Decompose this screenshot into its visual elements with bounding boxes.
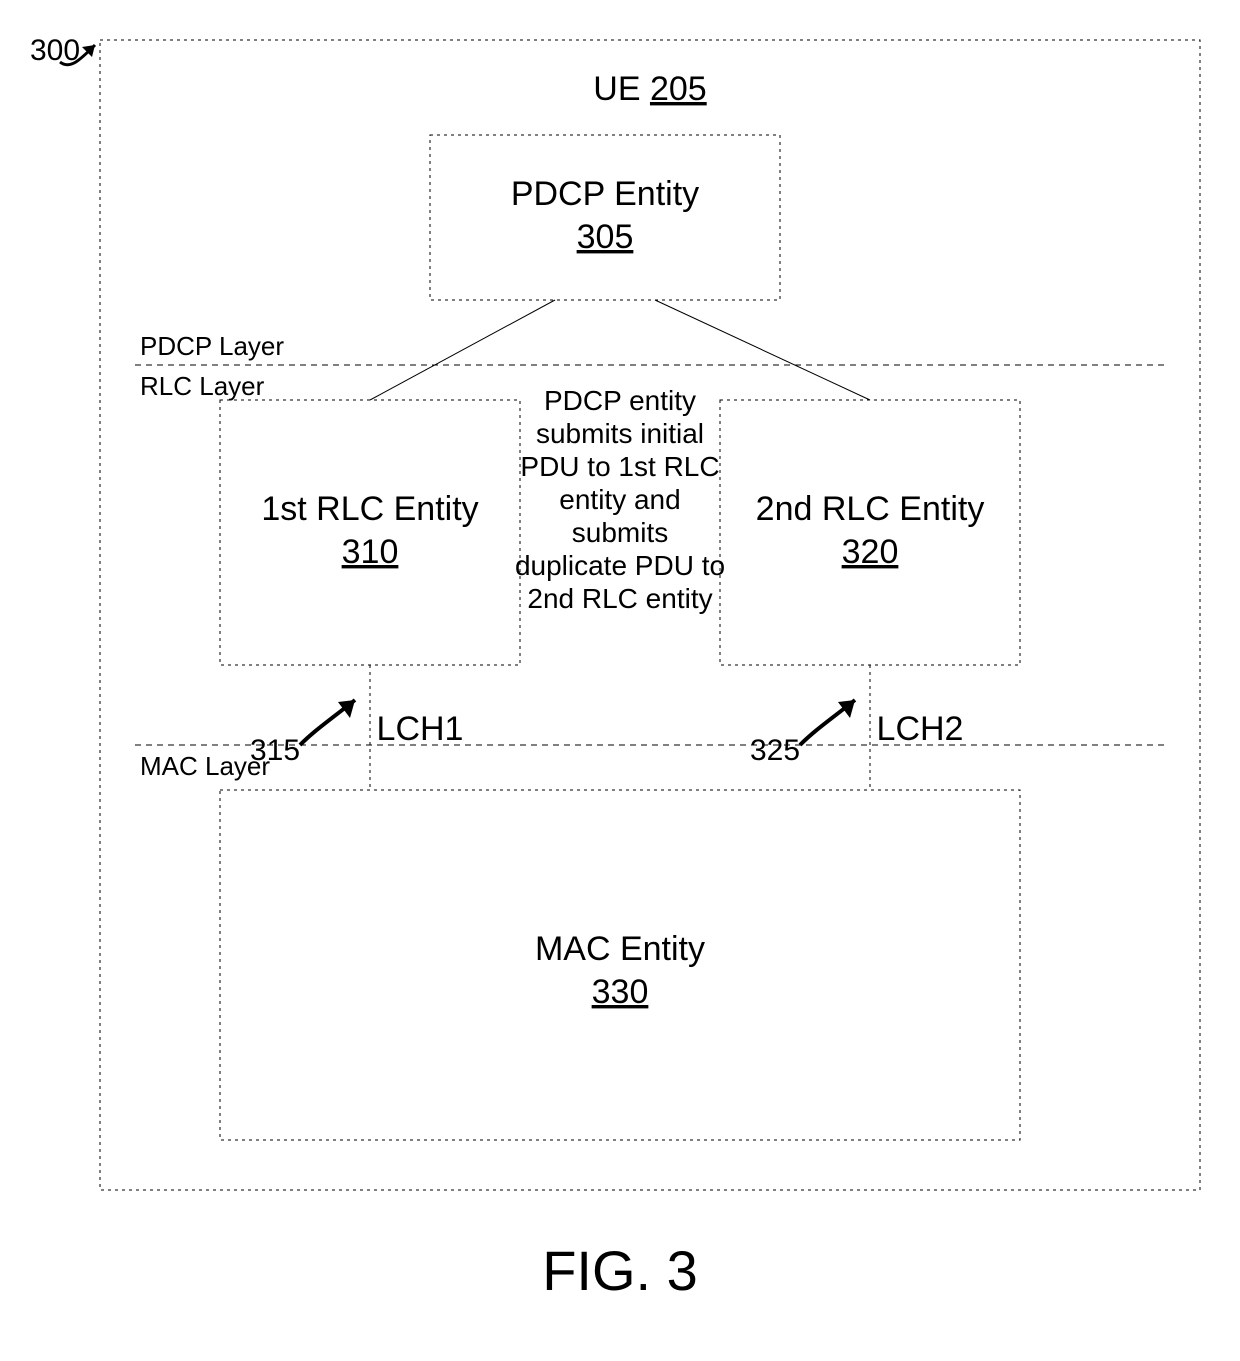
lch2-ref-number: 325 <box>750 734 800 767</box>
mac-entity-ref: 330 <box>592 973 649 1011</box>
mac-entity-label: MAC Entity <box>535 930 705 968</box>
desc-line: submits <box>572 517 668 548</box>
desc-line: entity and <box>559 484 680 515</box>
ue-label-text: UE <box>593 70 640 108</box>
desc-line: PDCP entity <box>544 385 696 416</box>
lch1-ref-number: 315 <box>250 734 300 767</box>
ue-label: UE 205 <box>593 70 706 108</box>
ue-ref: 205 <box>650 70 707 108</box>
desc-line: submits initial <box>536 418 704 449</box>
pdcp-entity-ref: 305 <box>577 218 634 256</box>
conn-pdcp-rlc1 <box>370 300 555 400</box>
lch1-label: LCH1 <box>377 710 464 748</box>
rlc1-entity-label: 1st RLC Entity <box>261 490 478 528</box>
desc-line: PDU to 1st RLC <box>520 451 719 482</box>
desc-line: 2nd RLC entity <box>527 583 712 614</box>
rlc-layer-label: RLC Layer <box>140 371 265 401</box>
lch2-label: LCH2 <box>877 710 964 748</box>
description-text-group: PDCP entity submits initial PDU to 1st R… <box>515 385 725 614</box>
pdcp-layer-label: PDCP Layer <box>140 331 284 361</box>
rlc2-entity-label: 2nd RLC Entity <box>756 490 985 528</box>
rlc2-entity-ref: 320 <box>842 533 899 571</box>
desc-line: duplicate PDU to <box>515 550 725 581</box>
rlc1-entity-ref: 310 <box>342 533 399 571</box>
figure-label: FIG. 3 <box>542 1239 698 1302</box>
pdcp-entity-label: PDCP Entity <box>511 175 699 213</box>
